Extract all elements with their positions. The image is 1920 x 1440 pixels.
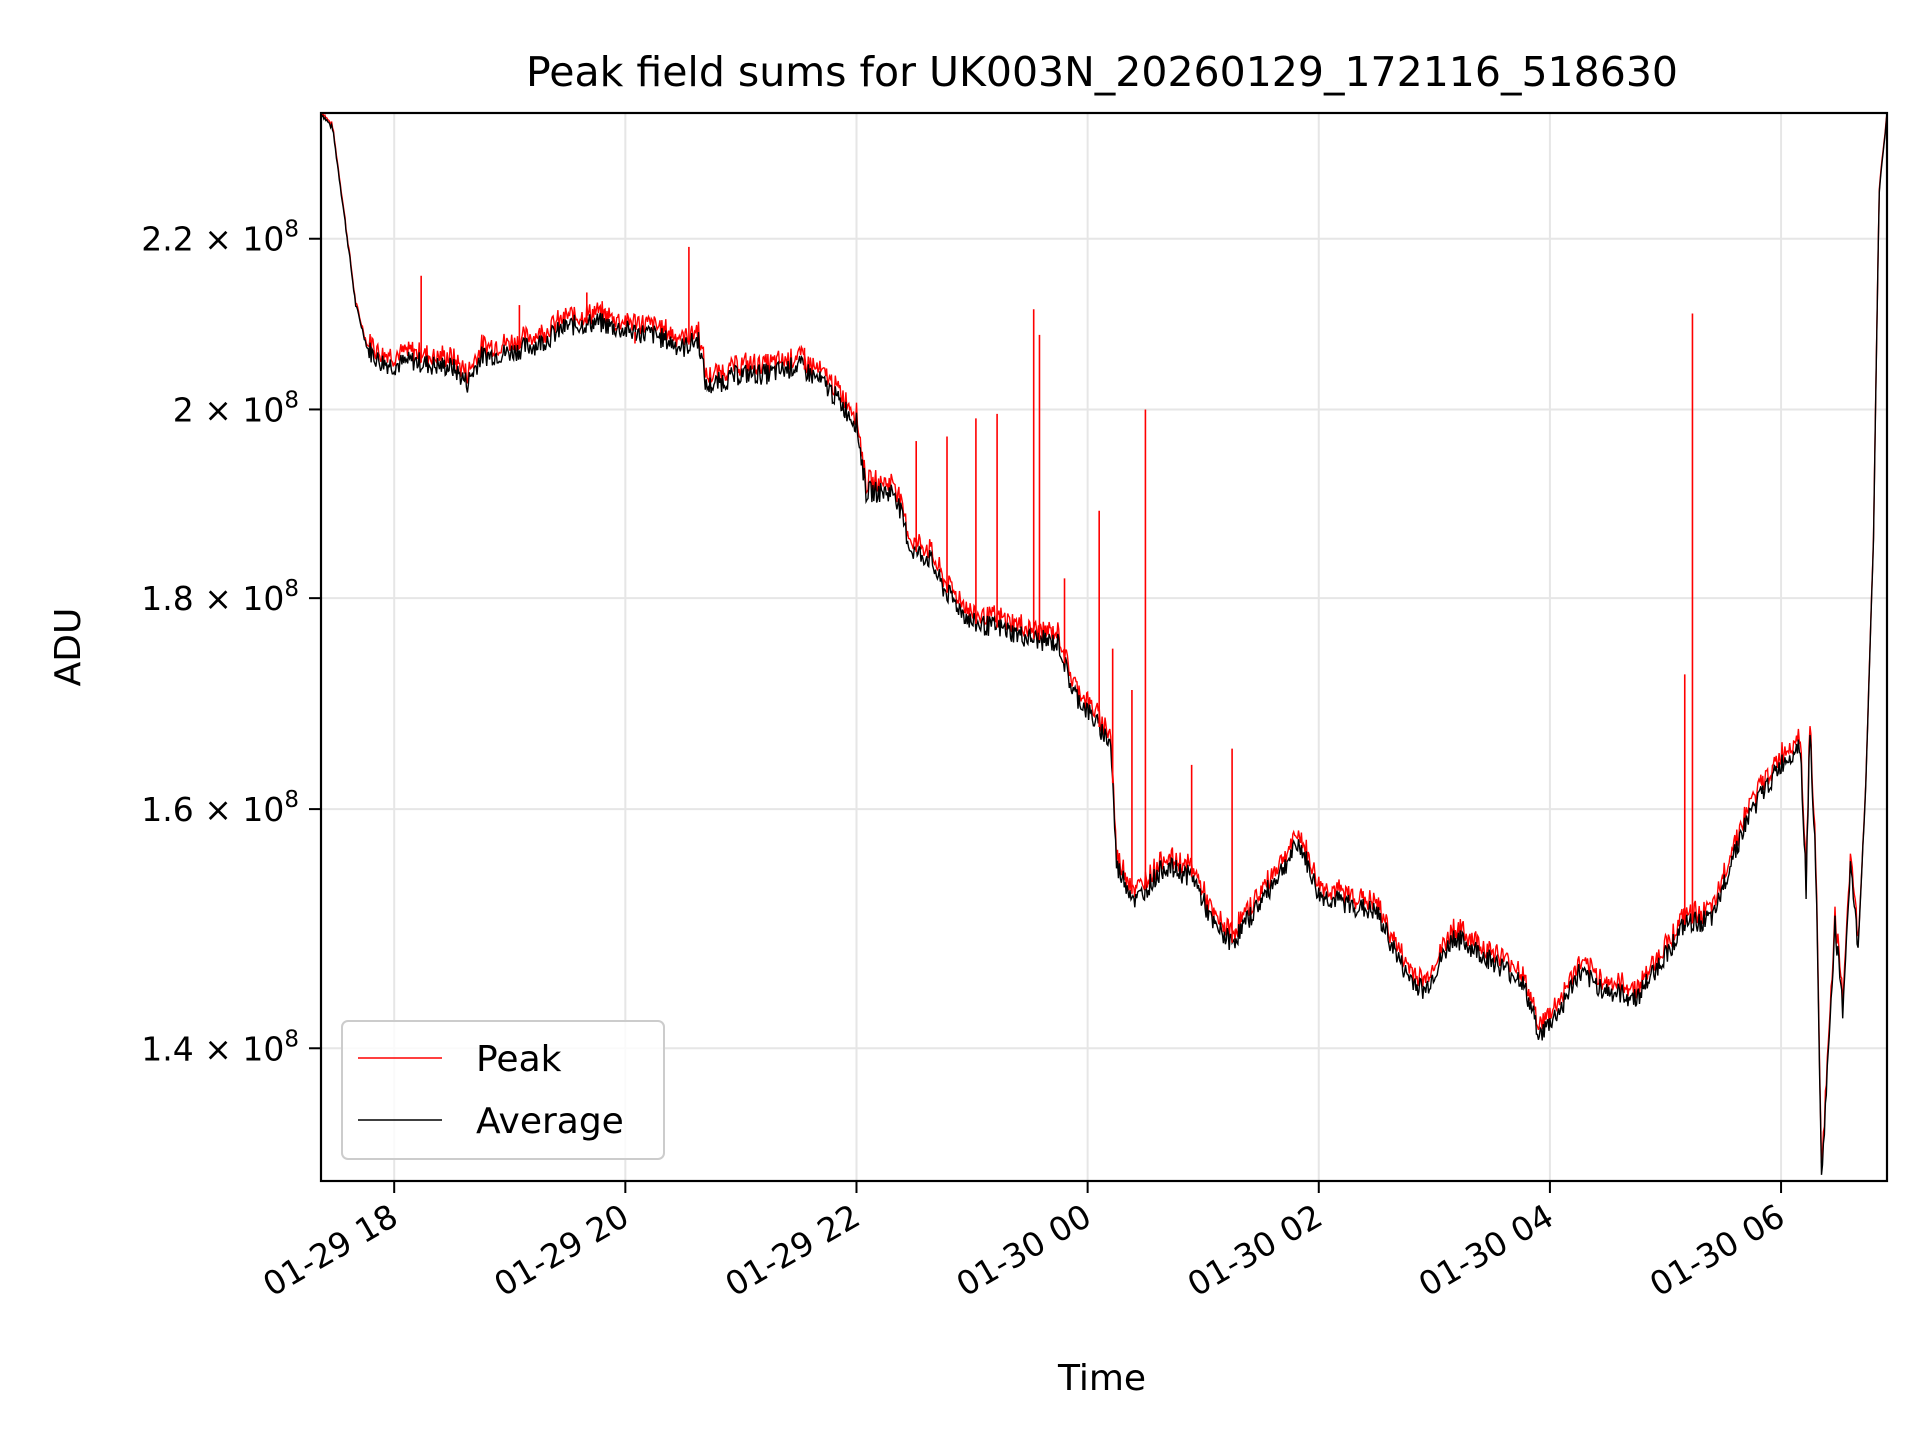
plot-frame (319, 111, 1889, 1183)
y-tick-label: 1.6 × 108 (141, 787, 299, 829)
legend-peak-label: Peak (476, 1039, 562, 1080)
legend-average-label: Average (476, 1101, 624, 1142)
x-axis-label: Time (1057, 1358, 1146, 1399)
y-axis-label: ADU (48, 608, 89, 687)
legend: Peak Average (341, 1020, 665, 1160)
series-layer (320, 112, 1888, 1175)
y-tick-label: 1.8 × 108 (141, 576, 299, 618)
y-tick-label: 2 × 108 (173, 387, 299, 429)
y-tick-label: 1.4 × 108 (141, 1026, 299, 1068)
chart-title: Peak field sums for UK003N_20260129_1721… (526, 48, 1678, 96)
series-average-line (320, 112, 1888, 1175)
y-tick-label: 2.2 × 108 (141, 217, 299, 259)
legend-box (341, 1020, 665, 1160)
